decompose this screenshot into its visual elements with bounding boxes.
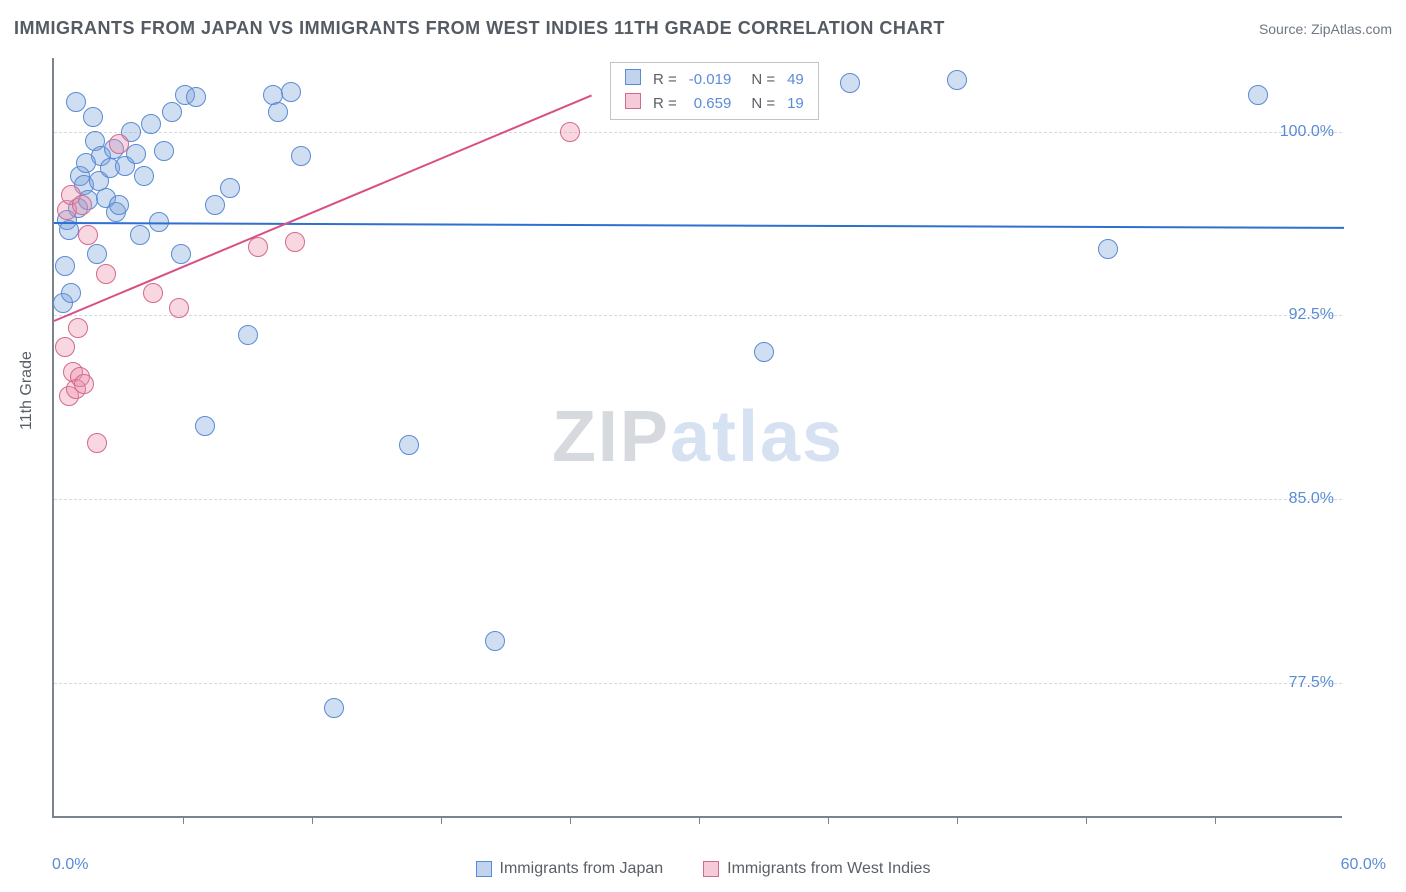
scatter-point	[55, 256, 75, 276]
legend-swatch	[476, 861, 492, 877]
x-tick	[699, 816, 700, 824]
scatter-point	[291, 146, 311, 166]
scatter-point	[130, 225, 150, 245]
legend-r-value: 0.659	[683, 91, 738, 115]
x-tick	[312, 816, 313, 824]
scatter-point	[324, 698, 344, 718]
y-axis-label: 11th Grade	[18, 351, 36, 430]
scatter-point	[560, 122, 580, 142]
scatter-point	[61, 283, 81, 303]
gridline-h	[54, 315, 1342, 316]
legend-item: Immigrants from Japan	[476, 860, 664, 878]
x-tick	[1215, 816, 1216, 824]
y-tick-label: 85.0%	[1289, 490, 1334, 508]
x-tick	[570, 816, 571, 824]
scatter-point	[238, 325, 258, 345]
scatter-point	[947, 70, 967, 90]
scatter-point	[78, 225, 98, 245]
legend-item: Immigrants from West Indies	[703, 860, 930, 878]
legend-n-value: 19	[781, 91, 810, 115]
scatter-point	[66, 92, 86, 112]
scatter-point	[195, 416, 215, 436]
scatter-point	[186, 87, 206, 107]
legend-swatch	[625, 69, 641, 85]
scatter-point	[74, 374, 94, 394]
scatter-point	[68, 318, 88, 338]
scatter-point	[162, 102, 182, 122]
x-tick	[828, 816, 829, 824]
scatter-point	[1098, 239, 1118, 259]
scatter-point	[754, 342, 774, 362]
legend-n-value: 49	[781, 67, 810, 91]
legend-swatch	[625, 93, 641, 109]
scatter-point	[83, 107, 103, 127]
legend-r-value: -0.019	[683, 67, 738, 91]
chart-title: IMMIGRANTS FROM JAPAN VS IMMIGRANTS FROM…	[14, 18, 945, 39]
scatter-point	[154, 141, 174, 161]
legend-n-label: N =	[737, 91, 781, 115]
scatter-point	[220, 178, 240, 198]
scatter-point	[285, 232, 305, 252]
legend-label: Immigrants from West Indies	[727, 860, 930, 878]
scatter-point	[87, 433, 107, 453]
scatter-point	[55, 337, 75, 357]
y-tick-label: 100.0%	[1280, 123, 1334, 141]
scatter-point	[281, 82, 301, 102]
legend-swatch	[703, 861, 719, 877]
scatter-point	[109, 134, 129, 154]
correlation-legend: R =-0.019N =49 R =0.659N =19	[610, 62, 819, 120]
scatter-point	[268, 102, 288, 122]
scatter-point	[72, 195, 92, 215]
scatter-point	[109, 195, 129, 215]
scatter-point	[143, 283, 163, 303]
scatter-point	[248, 237, 268, 257]
scatter-point	[840, 73, 860, 93]
scatter-point	[169, 298, 189, 318]
watermark-part2: atlas	[670, 397, 844, 477]
scatter-point	[205, 195, 225, 215]
legend-n-label: N =	[737, 67, 781, 91]
gridline-h	[54, 132, 1342, 133]
x-tick	[1086, 816, 1087, 824]
scatter-point	[141, 114, 161, 134]
x-tick	[957, 816, 958, 824]
scatter-point	[485, 631, 505, 651]
legend-r-label: R =	[647, 67, 683, 91]
trend-line	[54, 222, 1344, 229]
scatter-point	[126, 144, 146, 164]
watermark: ZIPatlas	[552, 396, 844, 478]
x-tick	[441, 816, 442, 824]
watermark-part1: ZIP	[552, 397, 670, 477]
legend-bottom: Immigrants from Japan Immigrants from Wes…	[0, 860, 1406, 878]
legend-label: Immigrants from Japan	[500, 860, 664, 878]
scatter-point	[87, 244, 107, 264]
scatter-point	[399, 435, 419, 455]
scatter-plot: ZIPatlas 77.5% 85.0% 92.5% 100.0% R =-0.019N…	[52, 58, 1342, 818]
scatter-point	[171, 244, 191, 264]
legend-r-label: R =	[647, 91, 683, 115]
x-tick	[183, 816, 184, 824]
y-tick-label: 92.5%	[1289, 306, 1334, 324]
gridline-h	[54, 683, 1342, 684]
y-tick-label: 77.5%	[1289, 674, 1334, 692]
source-label: Source: ZipAtlas.com	[1259, 21, 1392, 37]
scatter-point	[1248, 85, 1268, 105]
scatter-point	[134, 166, 154, 186]
gridline-h	[54, 499, 1342, 500]
scatter-point	[96, 264, 116, 284]
